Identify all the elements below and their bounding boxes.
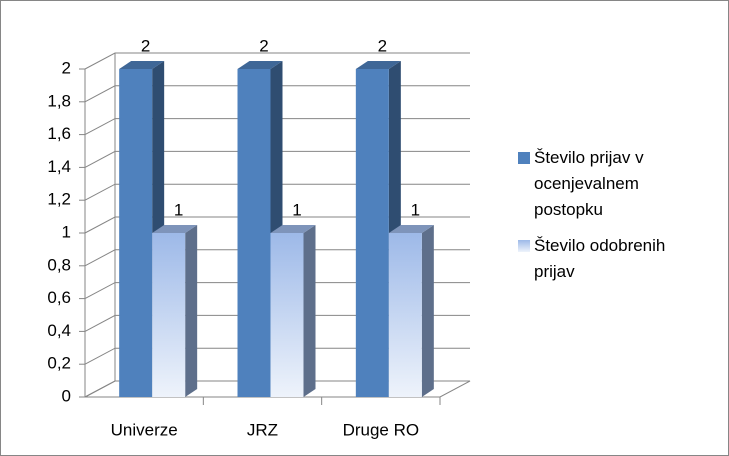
y-tick-label: 0 [62, 386, 71, 405]
grid-line [84, 216, 470, 234]
bar-top [270, 225, 316, 233]
grid-line [84, 380, 470, 398]
grid-line [84, 85, 470, 103]
bar-top [237, 61, 283, 69]
grid-line [84, 118, 470, 136]
y-tick-label: 1,2 [47, 190, 71, 209]
grid-line [84, 183, 470, 201]
data-label: 2 [141, 36, 150, 55]
grid-line [84, 282, 470, 300]
y-tick-label: 1 [62, 222, 71, 241]
legend-swatch [518, 152, 530, 164]
y-tick-label: 1,8 [47, 91, 71, 110]
legend-label: Število prijav v ocenjevalnem postopku [534, 148, 644, 219]
bar-top [152, 225, 198, 233]
grid-line [84, 249, 470, 267]
bar [119, 69, 153, 397]
y-tick-label: 0,6 [47, 288, 71, 307]
bar-top [388, 225, 434, 233]
x-tick-label: Univerze [111, 420, 178, 439]
y-tick-label: 1,6 [47, 124, 71, 143]
bar-side [421, 225, 434, 397]
data-label: 1 [411, 200, 420, 219]
legend-item: Število odobrenih prijav [518, 233, 704, 285]
y-tick-label: 0,4 [47, 321, 71, 340]
y-tick-label: 0,2 [47, 354, 71, 373]
y-tick-label: 1,4 [47, 157, 71, 176]
y-tick-label: 0,8 [47, 255, 71, 274]
bar-top [119, 61, 165, 69]
data-label: 2 [259, 36, 268, 55]
bar [270, 233, 304, 397]
grid-line [84, 314, 470, 332]
x-tick-label: JRZ [247, 420, 278, 439]
bar [152, 233, 186, 397]
data-label: 2 [378, 36, 387, 55]
bar-side [303, 225, 316, 397]
legend-label: Število odobrenih prijav [534, 236, 666, 281]
bar [388, 233, 422, 397]
legend-swatch [518, 240, 530, 252]
x-tick-label: Druge RO [343, 420, 420, 439]
legend-item: Število prijav v ocenjevalnem postopku [518, 145, 704, 223]
bar [237, 69, 271, 397]
data-label: 1 [174, 200, 183, 219]
y-tick-label: 2 [62, 58, 71, 77]
bar-side [185, 225, 198, 397]
bar [355, 69, 389, 397]
data-label: 1 [292, 200, 301, 219]
grid-line [84, 52, 470, 70]
bar-top [355, 61, 401, 69]
grid-line [84, 150, 470, 168]
grid-line [84, 347, 470, 365]
